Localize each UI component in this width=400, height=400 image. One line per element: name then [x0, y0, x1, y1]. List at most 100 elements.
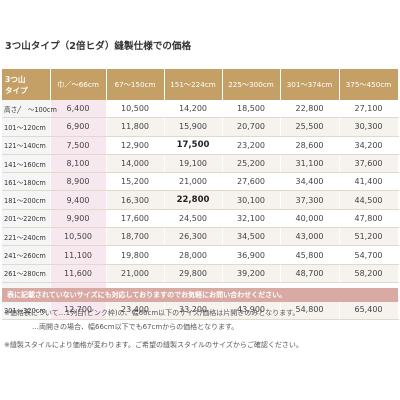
row-size-label: 141～160cm: [2, 154, 51, 174]
price-cell: 58,200: [339, 264, 399, 283]
price-cell: 24,500: [164, 209, 223, 229]
row-size-label: 261～280cm: [2, 264, 51, 283]
price-cell: 44,500: [339, 190, 399, 210]
price-cell: 18,700: [106, 227, 165, 247]
price-cell: 9,900: [50, 209, 107, 229]
price-cell: 33,200: [164, 300, 223, 320]
price-cell: 11,100: [50, 245, 107, 265]
price-cell: 26,300: [164, 227, 223, 247]
note-line: …両開きの場合、幅66cm以下でも67cmからの価格となります。: [32, 323, 239, 331]
row-size-label: 301～320cm: [2, 300, 51, 320]
column-header: 375～450cm: [339, 69, 399, 100]
price-cell: 22,800: [280, 100, 340, 119]
header-type-line1: 3つ山: [5, 74, 26, 84]
column-header: 巾／～66cm: [50, 69, 107, 100]
price-cell: 28,000: [164, 245, 223, 265]
header-type-cell: 3つ山 タイプ: [2, 69, 51, 100]
price-cell: 17,600: [106, 209, 165, 229]
price-cell: 51,200: [339, 227, 399, 247]
price-cell: 14,200: [164, 100, 223, 119]
price-cell: 18,500: [222, 100, 281, 119]
note-line: ※価格表について…1列目(ピンク枠)の、幅66cm以下のサイズ/価格は片開きのみ…: [4, 309, 300, 317]
table-row: 201～220cm 9,900 17,600 24,500 32,100 40,000 47…: [2, 209, 399, 229]
price-cell: 6,900: [50, 117, 107, 137]
price-cell: 19,100: [164, 154, 223, 174]
price-cell: 36,900: [222, 245, 281, 265]
price-cell: 34,200: [339, 136, 399, 155]
price-cell: 14,000: [106, 154, 165, 174]
table-row: 121～140cm 7,500 12,900 17,500 23,200 28,600 34…: [2, 136, 399, 155]
table-row: 221～240cm 10,500 18,700 26,300 34,500 43,000 5…: [2, 227, 399, 247]
price-cell: 20,700: [222, 117, 281, 137]
price-cell: 31,100: [280, 154, 340, 174]
price-cell: 15,200: [106, 172, 165, 192]
table-row: 141～160cm 8,100 14,000 19,100 25,200 31,100 37…: [2, 154, 399, 174]
table-row: 高さ╱ ～100cm 6,400 10,500 14,200 18,500 22,800 2…: [2, 100, 399, 119]
price-cell: 43,000: [280, 227, 340, 247]
price-cell: 10,500: [106, 100, 165, 119]
price-cell: 47,800: [339, 209, 399, 229]
price-cell: 22,800: [164, 190, 223, 210]
price-cell: 30,300: [339, 117, 399, 137]
price-cell: 8,100: [50, 154, 107, 174]
price-cell: 11,800: [106, 117, 165, 137]
price-cell: 54,800: [280, 300, 340, 320]
table-row: 101～120cm 6,900 11,800 15,900 20,700 25,500 30…: [2, 117, 399, 137]
price-cell: 34,500: [222, 227, 281, 247]
price-cell: 34,400: [280, 172, 340, 192]
table-row: 161～180cm 8,900 15,200 21,000 27,600 34,400 41…: [2, 172, 399, 192]
price-cell: 65,400: [339, 300, 399, 320]
table-row: 261～280cm 11,600 21,000 29,800 39,200 48,700 5…: [2, 264, 399, 283]
table-header-row: 3つ山 タイプ 巾／～66cm 67～150cm 151～224cm 225～3…: [2, 69, 399, 100]
table-row: 241～260cm 11,100 19,800 28,000 36,900 45,800 5…: [2, 245, 399, 265]
price-cell: 21,000: [164, 172, 223, 192]
price-cell: 11,600: [50, 264, 107, 283]
price-table: 3つ山 タイプ 巾／～66cm 67～150cm 151～224cm 225～3…: [2, 69, 399, 320]
price-cell: 32,100: [222, 209, 281, 229]
price-cell: 45,800: [280, 245, 340, 265]
row-size-label: 121～140cm: [2, 136, 51, 155]
price-cell: 40,000: [280, 209, 340, 229]
header-type-line2: タイプ: [5, 85, 28, 95]
price-cell: 17,500: [164, 136, 223, 155]
column-header: 151～224cm: [164, 69, 223, 100]
price-cell: 23,400: [106, 300, 165, 320]
price-cell: 27,100: [339, 100, 399, 119]
price-cell: 39,200: [222, 264, 281, 283]
page-title: 3つ山タイプ（2倍ヒダ）縫製仕様での価格: [5, 41, 192, 52]
price-cell: 23,200: [222, 136, 281, 155]
note-line: ※縫製スタイルにより価格が変わります。ご希望の縫製スタイルのサイズからご確認くだ…: [4, 341, 303, 349]
price-cell: 29,800: [164, 264, 223, 283]
row-size-label: 101～120cm: [2, 117, 51, 137]
price-cell: 8,900: [50, 172, 107, 192]
price-cell: 19,800: [106, 245, 165, 265]
row-size-label: 201～220cm: [2, 209, 51, 229]
row-size-label: 241～260cm: [2, 245, 51, 265]
price-cell: 37,600: [339, 154, 399, 174]
price-cell: 7,500: [50, 136, 107, 155]
price-cell: 27,600: [222, 172, 281, 192]
price-cell: 9,400: [50, 190, 107, 210]
price-cell: 12,700: [50, 300, 107, 320]
price-cell: 15,900: [164, 117, 223, 137]
price-cell: 37,300: [280, 190, 340, 210]
row-size-label: 181～200cm: [2, 190, 51, 210]
column-header: 67～150cm: [106, 69, 165, 100]
price-cell: 25,500: [280, 117, 340, 137]
price-cell: 41,400: [339, 172, 399, 192]
price-cell: 21,000: [106, 264, 165, 283]
price-cell: 43,900: [222, 300, 281, 320]
price-cell: 30,100: [222, 190, 281, 210]
price-cell: 54,700: [339, 245, 399, 265]
price-cell: 6,400: [50, 100, 107, 119]
row-size-label: 高さ╱ ～100cm: [2, 100, 57, 119]
price-cell: 28,600: [280, 136, 340, 155]
row-size-label: 221～240cm: [2, 227, 51, 247]
column-header: 225～300cm: [222, 69, 281, 100]
price-cell: 25,200: [222, 154, 281, 174]
price-cell: 48,700: [280, 264, 340, 283]
row-size-label: 161～180cm: [2, 172, 51, 192]
table-row: 301～320cm 12,700 23,400 33,200 43,900 54,800 6…: [2, 300, 399, 320]
inquiry-banner: 表に記載されていないサイズにも対応しておりますのでお気軽にお問い合わせください。: [2, 288, 398, 302]
price-cell: 16,300: [106, 190, 165, 210]
